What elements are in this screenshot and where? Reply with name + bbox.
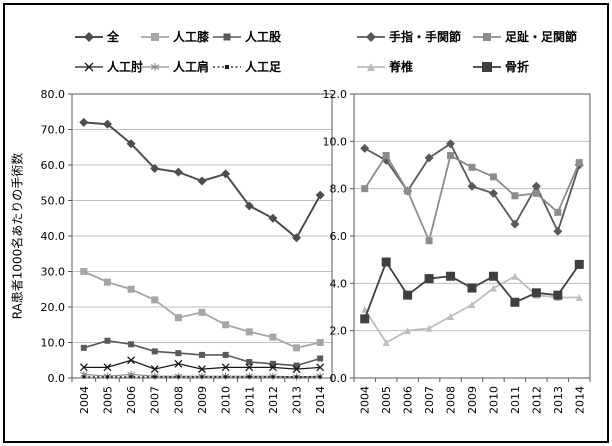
knee-series-marker-icon xyxy=(141,32,169,41)
svg-text:2008: 2008 xyxy=(172,386,185,414)
svg-text:40.0: 40.0 xyxy=(41,230,66,243)
svg-text:20.0: 20.0 xyxy=(41,301,66,314)
svg-text:2005: 2005 xyxy=(380,386,393,414)
svg-text:10.0: 10.0 xyxy=(323,135,348,148)
svg-text:2004: 2004 xyxy=(359,386,372,414)
svg-text:70.0: 70.0 xyxy=(41,124,66,137)
right-line-chart: 0.0 2.0 4.0 6.0 8.0 10.0 12.0 2004 2005 2006 2007 2… xyxy=(323,88,591,414)
hip-series-marker-icon xyxy=(213,33,241,40)
svg-text:6.0: 6.0 xyxy=(330,230,348,243)
shoulder-series-marker-icon xyxy=(141,62,169,71)
legend-label: 手指・手関節 xyxy=(389,30,462,44)
svg-text:0.0: 0.0 xyxy=(330,372,348,385)
spine-series-marker-icon xyxy=(357,62,385,71)
svg-text:2004: 2004 xyxy=(78,386,91,414)
svg-text:50.0: 50.0 xyxy=(41,195,66,208)
legend-label: 人工足 xyxy=(245,60,282,74)
svg-text:2008: 2008 xyxy=(445,386,458,414)
svg-text:2012: 2012 xyxy=(530,386,543,414)
svg-text:80.0: 80.0 xyxy=(41,88,66,101)
svg-text:2012: 2012 xyxy=(267,386,280,414)
y-axis-title: RA患者1000名あたりの手術数 xyxy=(10,152,25,320)
legend-item-fracture: 骨折 xyxy=(472,58,588,75)
legend-item-artificial-knee: 人工膝 xyxy=(140,28,212,45)
y-axis-title-area: RA患者1000名あたりの手術数 xyxy=(6,88,28,384)
legend-item-finger-wrist: 手指・手関節 xyxy=(356,28,472,45)
svg-text:2006: 2006 xyxy=(402,386,415,414)
svg-text:30.0: 30.0 xyxy=(41,266,66,279)
legend-left: 全 人工膝 人工股 人工肘 人工肩 人工足 xyxy=(74,28,284,75)
svg-text:2007: 2007 xyxy=(423,386,436,414)
legend-label: 人工肘 xyxy=(107,60,144,74)
svg-text:10.0: 10.0 xyxy=(41,337,66,350)
legend-label: 脊椎 xyxy=(389,60,414,74)
svg-text:2.0: 2.0 xyxy=(330,325,348,338)
legend-item-toe-ankle: 足趾・足関節 xyxy=(472,28,588,45)
figure-border xyxy=(3,3,609,443)
foot-series-marker-icon xyxy=(213,64,241,69)
svg-text:2011: 2011 xyxy=(509,386,522,414)
svg-text:2014: 2014 xyxy=(573,386,586,414)
legend-label: 全 xyxy=(107,30,120,44)
svg-text:2014: 2014 xyxy=(314,386,327,414)
svg-text:2006: 2006 xyxy=(125,386,138,414)
legend-label: 人工股 xyxy=(245,30,282,44)
legend-item-artificial-elbow: 人工肘 xyxy=(74,58,144,75)
svg-text:2013: 2013 xyxy=(291,386,304,414)
svg-text:0.0: 0.0 xyxy=(48,372,66,385)
svg-text:2011: 2011 xyxy=(243,386,256,414)
legend-right: 手指・手関節 足趾・足関節 脊椎 骨折 xyxy=(356,28,588,75)
legend-label: 人工肩 xyxy=(173,60,210,74)
legend-label: 人工膝 xyxy=(173,30,210,44)
legend-item-artificial-hip: 人工股 xyxy=(212,28,284,45)
svg-text:2010: 2010 xyxy=(487,386,500,414)
legend-label: 骨折 xyxy=(505,60,530,74)
svg-text:2010: 2010 xyxy=(220,386,233,414)
legend-label: 足趾・足関節 xyxy=(505,30,578,44)
toe-ankle-series-marker-icon xyxy=(473,32,501,41)
svg-text:4.0: 4.0 xyxy=(330,277,348,290)
legend-item-artificial-foot: 人工足 xyxy=(212,58,284,75)
all-series-marker-icon xyxy=(75,31,103,42)
legend-item-spine: 脊椎 xyxy=(356,58,472,75)
legend-item-all: 全 xyxy=(74,28,140,45)
left-line-chart: 0.0 10.0 20.0 30.0 40.0 50.0 60.0 70.0 80.0 2004 2… xyxy=(41,88,333,414)
fracture-series-marker-icon xyxy=(473,61,501,72)
elbow-series-marker-icon xyxy=(75,62,103,71)
legend-item-artificial-shoulder: 人工肩 xyxy=(140,58,212,75)
svg-text:60.0: 60.0 xyxy=(41,159,66,172)
svg-text:2009: 2009 xyxy=(466,386,479,414)
finger-wrist-series-marker-icon xyxy=(357,31,385,42)
svg-text:8.0: 8.0 xyxy=(330,183,348,196)
svg-text:2013: 2013 xyxy=(552,386,565,414)
svg-text:12.0: 12.0 xyxy=(323,88,348,101)
svg-text:2007: 2007 xyxy=(149,386,162,414)
svg-text:2009: 2009 xyxy=(196,386,209,414)
svg-text:2005: 2005 xyxy=(101,386,114,414)
